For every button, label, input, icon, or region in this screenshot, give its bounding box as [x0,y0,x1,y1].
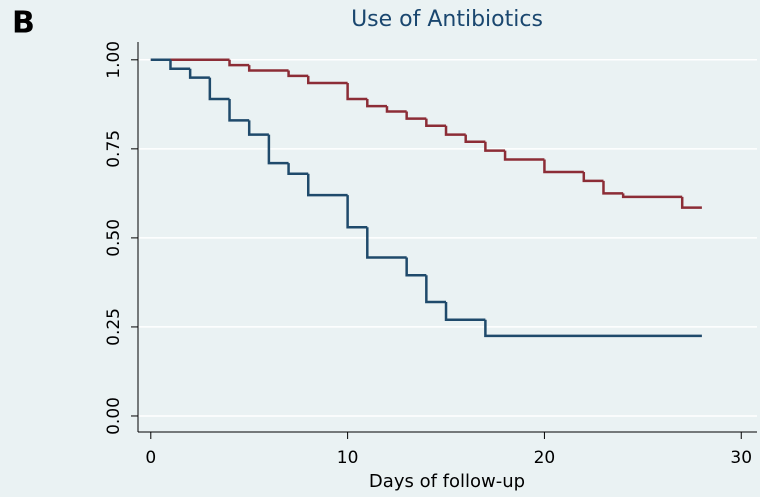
survival-step [228,98,250,122]
survival-step [228,59,250,67]
survival-step [602,180,624,195]
survival-step [287,70,309,78]
x-axis-label: Days of follow-up [369,471,525,492]
survival-step [582,172,604,183]
chart-title: Use of Antibiotics [351,7,543,32]
panel-label: B [12,6,35,41]
survival-step [484,319,702,338]
survival-step [405,111,427,120]
survival-step [247,120,269,136]
survival-step [444,125,466,136]
survival-step [621,193,683,199]
y-tick-label: 0.75 [104,130,124,168]
survival-step [169,59,191,70]
survival-step [385,106,407,113]
x-tick-label: 0 [145,448,156,468]
survival-step [425,275,447,304]
survival-step [366,227,407,259]
survival-step [464,134,486,143]
y-tick-label: 0.50 [104,219,124,257]
survival-step [346,82,368,101]
survival-step [444,302,486,322]
y-tick-label: 1.00 [104,41,124,79]
survival-step [307,173,348,197]
survival-step [188,68,210,79]
y-tick-label: 0.00 [104,397,124,435]
survival-step [503,150,545,161]
survival-step [287,163,309,176]
x-tick-label: 20 [534,448,556,468]
survival-step [405,257,427,277]
survival-step [208,77,230,101]
x-tick-label: 30 [730,448,752,468]
survival-step [366,98,387,108]
x-tick-label: 10 [337,448,359,468]
survival-step [247,65,289,72]
survival-step [425,118,447,127]
y-tick-label: 0.25 [104,308,124,346]
survival-step [267,134,289,165]
survival-step [307,75,348,85]
survival-step [680,196,702,209]
survival-step [543,159,584,174]
survival-step [484,141,506,152]
survival-step [346,195,368,229]
